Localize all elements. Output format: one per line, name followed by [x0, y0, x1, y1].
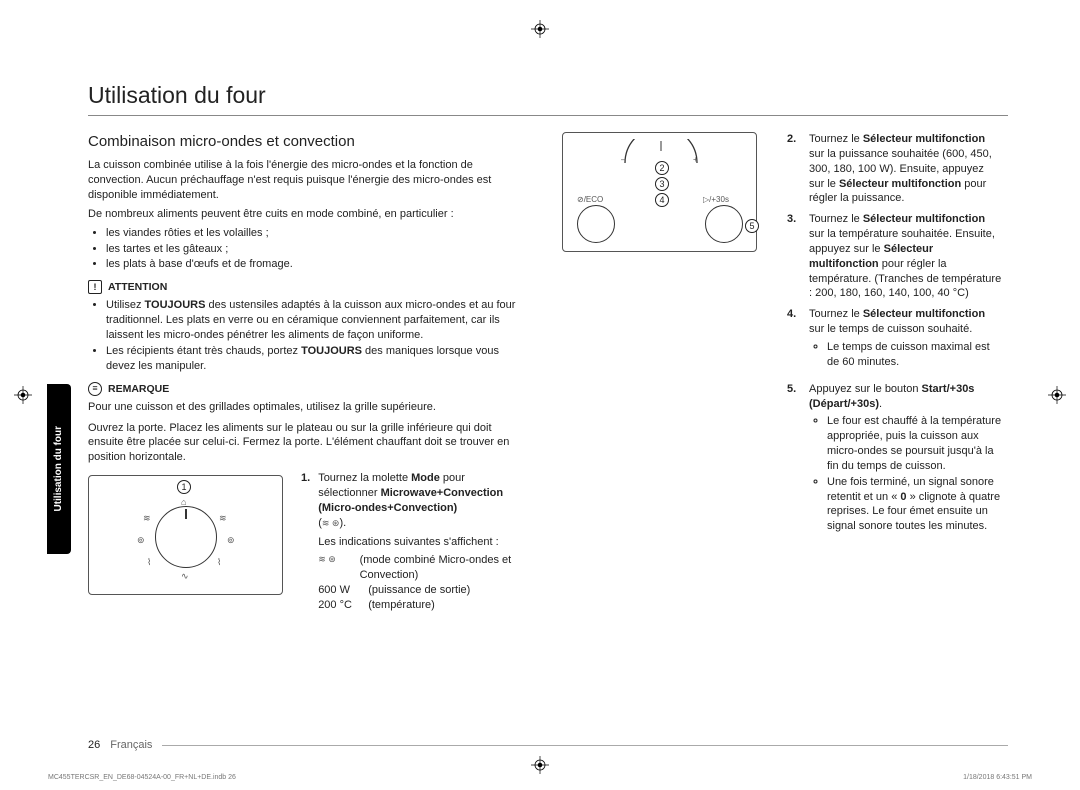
step-item: 4. Tournez le Sélecteur multifonction su… [787, 307, 1002, 375]
intro-bullet: les viandes rôties et les volailles ; [106, 226, 528, 241]
multifunction-dial-diagram: – + 2 3 4 ⊘/ECO ▷/+30s 5 [562, 132, 757, 252]
step-sub: Le four est chauffé à la température app… [827, 414, 1002, 473]
mode-glyph-icon: ≋ [219, 512, 227, 524]
microwave-icon: ≋ ⊛ [322, 518, 340, 528]
attention-item: Les récipients étant très chauds, portez… [106, 344, 528, 374]
plus30-label: ▷/+30s [703, 195, 729, 206]
stop-button-icon [577, 205, 615, 243]
attention-item: Utilisez TOUJOURS des ustensiles adaptés… [106, 298, 528, 343]
page-number: 26 [88, 738, 100, 753]
attention-header: ! ATTENTION [88, 280, 528, 294]
right-column: – + 2 3 4 ⊘/ECO ▷/+30s 5 2. [562, 132, 1002, 613]
registration-mark-icon [1048, 386, 1066, 404]
mode-glyph-icon: ⊚ [227, 534, 235, 546]
step-number: 5. [787, 382, 801, 540]
print-meta-file: MC455TERCSR_EN_DE68-04524A-00_FR+NL+DE.i… [48, 773, 236, 782]
mode-glyph-icon: ⌂ [181, 496, 186, 508]
callout-number: 5 [745, 219, 759, 233]
mode-glyph-icon: ⌇ [147, 556, 151, 568]
mode-glyph-icon: ≋ [143, 512, 151, 524]
step-sub: Une fois terminé, un signal sonore reten… [827, 475, 1002, 534]
step-item: 3. Tournez le Sélecteur multifonction su… [787, 212, 1002, 301]
callout-number: 4 [655, 193, 669, 207]
registration-mark-icon [531, 756, 549, 774]
side-tab: Utilisation du four [47, 384, 71, 554]
registration-mark-icon [14, 386, 32, 404]
title-rule [88, 115, 1008, 116]
page-content: Utilisation du four Combinaison micro-on… [88, 80, 1008, 613]
indications-table: ≋ ⊛(mode combiné Micro-ondes et Convecti… [318, 553, 527, 612]
left-column: Combinaison micro-ondes et convection La… [88, 132, 528, 613]
remark-p1: Pour une cuisson et des grillades optima… [88, 400, 528, 415]
step-item: 5. Appuyez sur le bouton Start/+30s (Dép… [787, 382, 1002, 540]
step1-indications: Les indications suivantes s'affichent : [318, 535, 527, 550]
intro-p2: De nombreux aliments peuvent être cuits … [88, 207, 528, 222]
mode-dial-diagram: 1 ⌂ ≋ ≋ ⊚ ⊚ ⌇ ⌇ ∿ [88, 475, 283, 595]
callout-number: 1 [177, 480, 191, 494]
attention-label: ATTENTION [108, 280, 167, 294]
callout-number: 3 [655, 177, 669, 191]
attention-list: Utilisez TOUJOURS des ustensiles adaptés… [88, 298, 528, 373]
mode-glyph-icon: ⊚ [137, 534, 145, 546]
print-meta-timestamp: 1/18/2018 6:43:51 PM [963, 773, 1032, 782]
combo-mode-icon: ≋ ⊛ [318, 553, 349, 583]
step-number: 2. [787, 132, 801, 206]
step-number: 4. [787, 307, 801, 375]
dial-icon [155, 506, 217, 568]
intro-p1: La cuisson combinée utilise à la fois l'… [88, 158, 528, 203]
plus-label: + [693, 155, 698, 166]
remark-header: ≡ REMARQUE [88, 382, 528, 396]
step-number: 1. [301, 472, 310, 484]
note-icon: ≡ [88, 382, 102, 396]
page-title: Utilisation du four [88, 80, 1008, 111]
remark-p2: Ouvrez la porte. Placez les aliments sur… [88, 421, 528, 466]
page-footer: 26 Français [88, 738, 1008, 753]
remark-label: REMARQUE [108, 382, 169, 396]
start-button-icon [705, 205, 743, 243]
mode-glyph-icon: ⌇ [217, 556, 221, 568]
page-language: Français [110, 738, 152, 753]
step-sub: Le temps de cuisson maximal est de 60 mi… [827, 340, 1002, 370]
intro-bullet: les tartes et les gâteaux ; [106, 242, 528, 257]
footer-rule [162, 745, 1008, 746]
mode-glyph-icon: ∿ [181, 570, 189, 582]
callout-number: 2 [655, 161, 669, 175]
side-tab-label: Utilisation du four [52, 426, 66, 512]
step-number: 3. [787, 212, 801, 301]
step1-text: 1. Tournez la molette Mode pour sélectio… [301, 471, 527, 613]
minus-label: – [621, 155, 625, 166]
section-heading: Combinaison micro-ondes et convection [88, 132, 528, 152]
intro-bullets: les viandes rôties et les volailles ; le… [88, 226, 528, 273]
warning-icon: ! [88, 280, 102, 294]
registration-mark-icon [531, 20, 549, 38]
steps-list: 2. Tournez le Sélecteur multifonction su… [787, 132, 1002, 540]
intro-bullet: les plats à base d'œufs et de fromage. [106, 257, 528, 272]
step-item: 2. Tournez le Sélecteur multifonction su… [787, 132, 1002, 206]
stop-label: ⊘/ECO [577, 195, 603, 206]
